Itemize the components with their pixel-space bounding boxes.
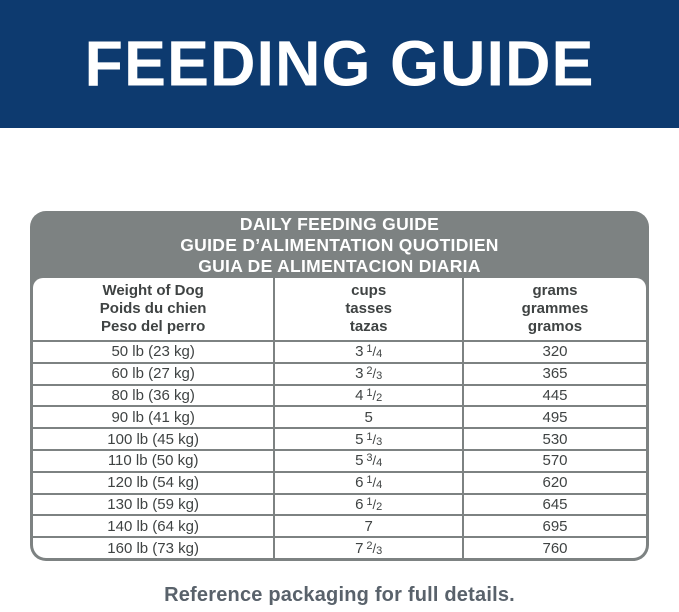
grams-cell: 760 [462, 538, 646, 558]
cups-header-es: tazas [349, 318, 388, 335]
grams-cell: 320 [462, 342, 646, 362]
cups-cell: 5 [273, 407, 462, 428]
table-row: 100 lb (45 kg) 5 1/3 530 [33, 427, 646, 449]
weight-header-es: Peso del perro [101, 318, 206, 335]
feeding-table-body: Weight of Dog Poids du chien Peso del pe… [33, 278, 646, 558]
footer-note: Reference packaging for full details. [164, 584, 515, 606]
column-header-row: Weight of Dog Poids du chien Peso del pe… [33, 278, 646, 340]
cups-cell: 6 1/4 [273, 472, 462, 493]
grams-cell: 530 [462, 429, 646, 449]
table-title-block: DAILY FEEDING GUIDE GUIDE D’ALIMENTATION… [33, 211, 646, 278]
cups-cell: 5 1/3 [273, 429, 462, 449]
weight-cell: 130 lb (59 kg) [107, 495, 199, 513]
weight-cell: 120 lb (54 kg) [107, 474, 199, 492]
table-row: 160 lb (73 kg) 7 2/3 760 [33, 536, 646, 558]
grams-header-en: grams [532, 282, 578, 299]
cups-cell: 3 2/3 [273, 363, 462, 384]
table-row: 60 lb (27 kg) 3 2/3 365 [33, 361, 646, 384]
grams-cell: 445 [462, 385, 646, 406]
banner-title: FEEDING GUIDE [84, 28, 595, 100]
table-title-line-es: GUIA DE ALIMENTACION DIARIA [198, 256, 481, 276]
weight-cell: 80 lb (36 kg) [111, 386, 195, 404]
cups-cell: 5 3/4 [273, 450, 462, 471]
cups-cell: 4 1/2 [273, 385, 462, 406]
grams-cell: 620 [462, 472, 646, 493]
cups-header-fr: tasses [345, 300, 393, 317]
table-title-line-fr: GUIDE D’ALIMENTATION QUOTIDIEN [180, 235, 499, 255]
grams-cell: 645 [462, 494, 646, 515]
weight-cell: 50 lb (23 kg) [111, 343, 195, 361]
grams-cell: 570 [462, 450, 646, 471]
weight-cell: 100 lb (45 kg) [107, 430, 199, 448]
cups-cell: 3 1/4 [273, 342, 462, 362]
table-row: 110 lb (50 kg) 5 3/4 570 [33, 448, 646, 471]
grams-cell: 695 [462, 516, 646, 537]
feeding-guide-banner: FEEDING GUIDE [0, 0, 679, 128]
weight-cell: 160 lb (73 kg) [107, 539, 199, 557]
grams-column-header: grams grammes gramos [462, 278, 646, 340]
daily-feeding-table: DAILY FEEDING GUIDE GUIDE D’ALIMENTATION… [30, 211, 649, 561]
grams-cell: 365 [462, 363, 646, 384]
cups-header-en: cups [351, 282, 387, 299]
weight-column-header: Weight of Dog Poids du chien Peso del pe… [33, 278, 273, 340]
cups-cell: 7 2/3 [273, 538, 462, 558]
weight-header-fr: Poids du chien [99, 300, 207, 317]
cups-cell: 7 [273, 516, 462, 537]
cups-column-header: cups tasses tazas [273, 278, 462, 340]
weight-cell: 60 lb (27 kg) [111, 365, 195, 383]
table-row: 130 lb (59 kg) 6 1/2 645 [33, 492, 646, 515]
grams-cell: 495 [462, 407, 646, 428]
table-row: 50 lb (23 kg) 3 1/4 320 [33, 340, 646, 362]
weight-cell: 140 lb (64 kg) [107, 517, 199, 535]
table-row: 120 lb (54 kg) 6 1/4 620 [33, 470, 646, 493]
weight-cell: 90 lb (41 kg) [111, 408, 195, 426]
cups-cell: 6 1/2 [273, 494, 462, 515]
weight-cell: 110 lb (50 kg) [107, 452, 199, 470]
grams-header-es: gramos [527, 318, 583, 335]
table-row: 140 lb (64 kg) 7 695 [33, 514, 646, 537]
table-title-line-en: DAILY FEEDING GUIDE [239, 214, 440, 234]
table-row: 80 lb (36 kg) 4 1/2 445 [33, 383, 646, 406]
weight-header-en: Weight of Dog [102, 282, 204, 299]
table-row: 90 lb (41 kg) 5 495 [33, 405, 646, 428]
grams-header-fr: grammes [521, 300, 589, 317]
